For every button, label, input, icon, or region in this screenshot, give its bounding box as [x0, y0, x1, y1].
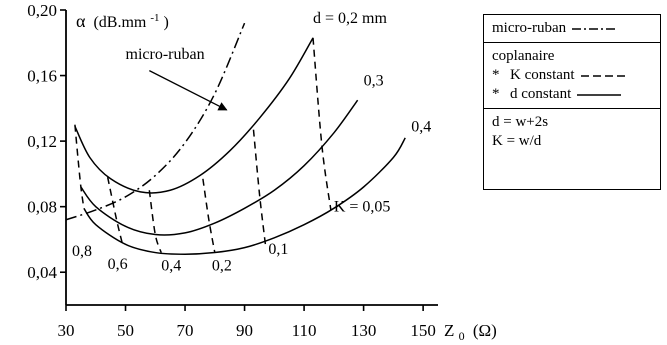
x-axis-unit: (Ω)	[473, 321, 497, 340]
legend-dashdot-sample	[572, 27, 617, 30]
legend-def-d: d = w+2s	[492, 114, 549, 130]
curve-annotation: 0,1	[268, 241, 288, 258]
y-tick-label: 0,04	[27, 263, 57, 282]
y-tick-label: 0,12	[27, 132, 57, 151]
k-constant-line-4	[202, 178, 216, 253]
k-constant-line-2	[106, 177, 124, 245]
x-axis-title: Z 0 (Ω)	[444, 321, 497, 344]
curve-annotation: 0,4	[161, 258, 181, 275]
legend-microstrip-section: micro-ruban	[484, 15, 660, 43]
x-tick-label: 30	[58, 321, 75, 340]
y-axis-symbol: α	[76, 11, 86, 31]
y-axis-unit-close: )	[164, 14, 169, 31]
x-tick-label: 70	[177, 321, 194, 340]
legend-microstrip-label: micro-ruban	[492, 20, 567, 36]
legend-row-d-constant: * d constant	[492, 85, 652, 104]
micro-ruban-arrow	[149, 70, 228, 111]
y-tick-label: 0,08	[27, 198, 57, 217]
k-constant-line-6	[312, 37, 332, 211]
legend: micro-ruban coplanaire * K constant * d …	[483, 14, 661, 190]
legend-dashed-sample	[580, 74, 625, 77]
micro-ruban-line-0	[65, 22, 246, 221]
legend-star: *	[492, 86, 500, 102]
curve-annotation: d = 0,2 mm	[313, 10, 387, 27]
y-tick-label: 0,16	[27, 67, 57, 86]
legend-coplanar-section: coplanaire * K constant * d constant	[484, 43, 660, 109]
y-axis-unit-exponent: -1	[150, 12, 159, 24]
series-layer	[65, 22, 406, 255]
d-constant-line-3	[83, 137, 406, 255]
k-constant-line-5	[252, 129, 267, 245]
legend-solid-sample	[577, 93, 622, 96]
curve-annotation: K = 0,05	[334, 199, 391, 216]
legend-definitions-section: d = w+2s K = w/d	[484, 109, 660, 155]
y-ticks: 0,04 0,08 0,12 0,16 0,20	[27, 1, 66, 282]
curve-annotation: 0,4	[411, 118, 431, 135]
legend-row-microstrip: micro-ruban	[492, 19, 652, 38]
legend-k-constant-label: K constant	[510, 67, 575, 83]
legend-d-constant-label: d constant	[510, 86, 572, 102]
legend-star: *	[492, 67, 500, 83]
y-tick-label: 0,20	[27, 1, 57, 20]
legend-def-k: K = w/d	[492, 133, 542, 149]
x-tick-label: 110	[292, 321, 317, 340]
x-axis-symbol: Z	[444, 321, 454, 340]
x-tick-label: 150	[410, 321, 436, 340]
curve-annotation: 0,2	[212, 258, 232, 275]
d-constant-line-1	[74, 37, 314, 194]
x-tick-label: 90	[236, 321, 253, 340]
x-tick-label: 130	[351, 321, 377, 340]
y-axis-title: α (dB.mm -1 )	[76, 8, 169, 31]
y-axis-unit: (dB.mm	[93, 14, 146, 31]
curve-annotation: 0,3	[364, 72, 384, 89]
k-constant-line-1	[74, 124, 85, 209]
legend-coplanar-title: coplanaire	[492, 48, 555, 64]
d-constant-line-2	[80, 99, 359, 236]
legend-row-k-constant: * K constant	[492, 66, 652, 85]
x-tick-label: 50	[117, 321, 134, 340]
k-constant-line-3	[148, 190, 162, 253]
curve-annotation: micro-ruban	[126, 46, 205, 63]
x-axis-subscript: 0	[459, 329, 465, 343]
annotation-layer: d = 0,2 mm 0,3 0,4 K = 0,05 0,1 0,2 0,4 0,6 0,8 m…	[72, 10, 431, 274]
curve-annotation: 0,6	[108, 256, 128, 273]
curve-annotation: 0,8	[72, 243, 92, 260]
x-ticks: 30 50 70 90 110 130 150	[58, 305, 436, 340]
